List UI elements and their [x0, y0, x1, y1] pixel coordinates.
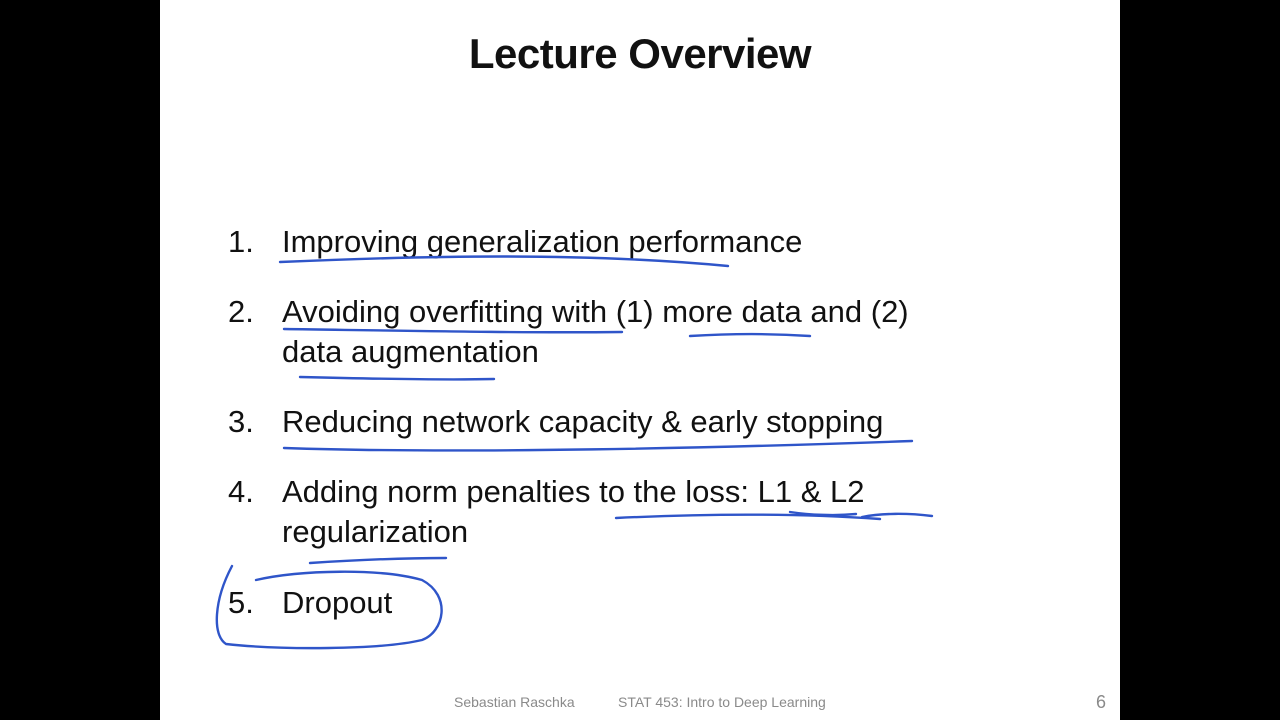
item-text: Reducing network capacity & early stoppi… — [282, 404, 884, 439]
item-text-line-2: data augmentation — [282, 334, 539, 369]
footer-page-number: 6 — [1096, 692, 1107, 712]
item-text-line-1: Adding norm penalties to the loss: L1 & … — [282, 474, 865, 509]
slide: Lecture Overview 1. Improving generaliza… — [160, 0, 1120, 720]
footer-author: Sebastian Raschka — [454, 694, 575, 710]
item-number: 4. — [228, 474, 254, 509]
item-text-line-2: regularization — [282, 514, 469, 549]
item-text: Improving generalization performance — [282, 224, 803, 259]
item-text-line-1: Avoiding overfitting with (1) more data … — [282, 294, 909, 329]
item-number: 2. — [228, 294, 254, 329]
footer-course: STAT 453: Intro to Deep Learning — [618, 694, 826, 710]
item-number: 1. — [228, 224, 254, 259]
item-number: 5. — [228, 585, 254, 620]
item-text: Dropout — [282, 585, 393, 620]
agenda-list: 1. Improving generalization performance … — [160, 0, 1120, 720]
item-number: 3. — [228, 404, 254, 439]
slide-title: Lecture Overview — [468, 30, 812, 77]
